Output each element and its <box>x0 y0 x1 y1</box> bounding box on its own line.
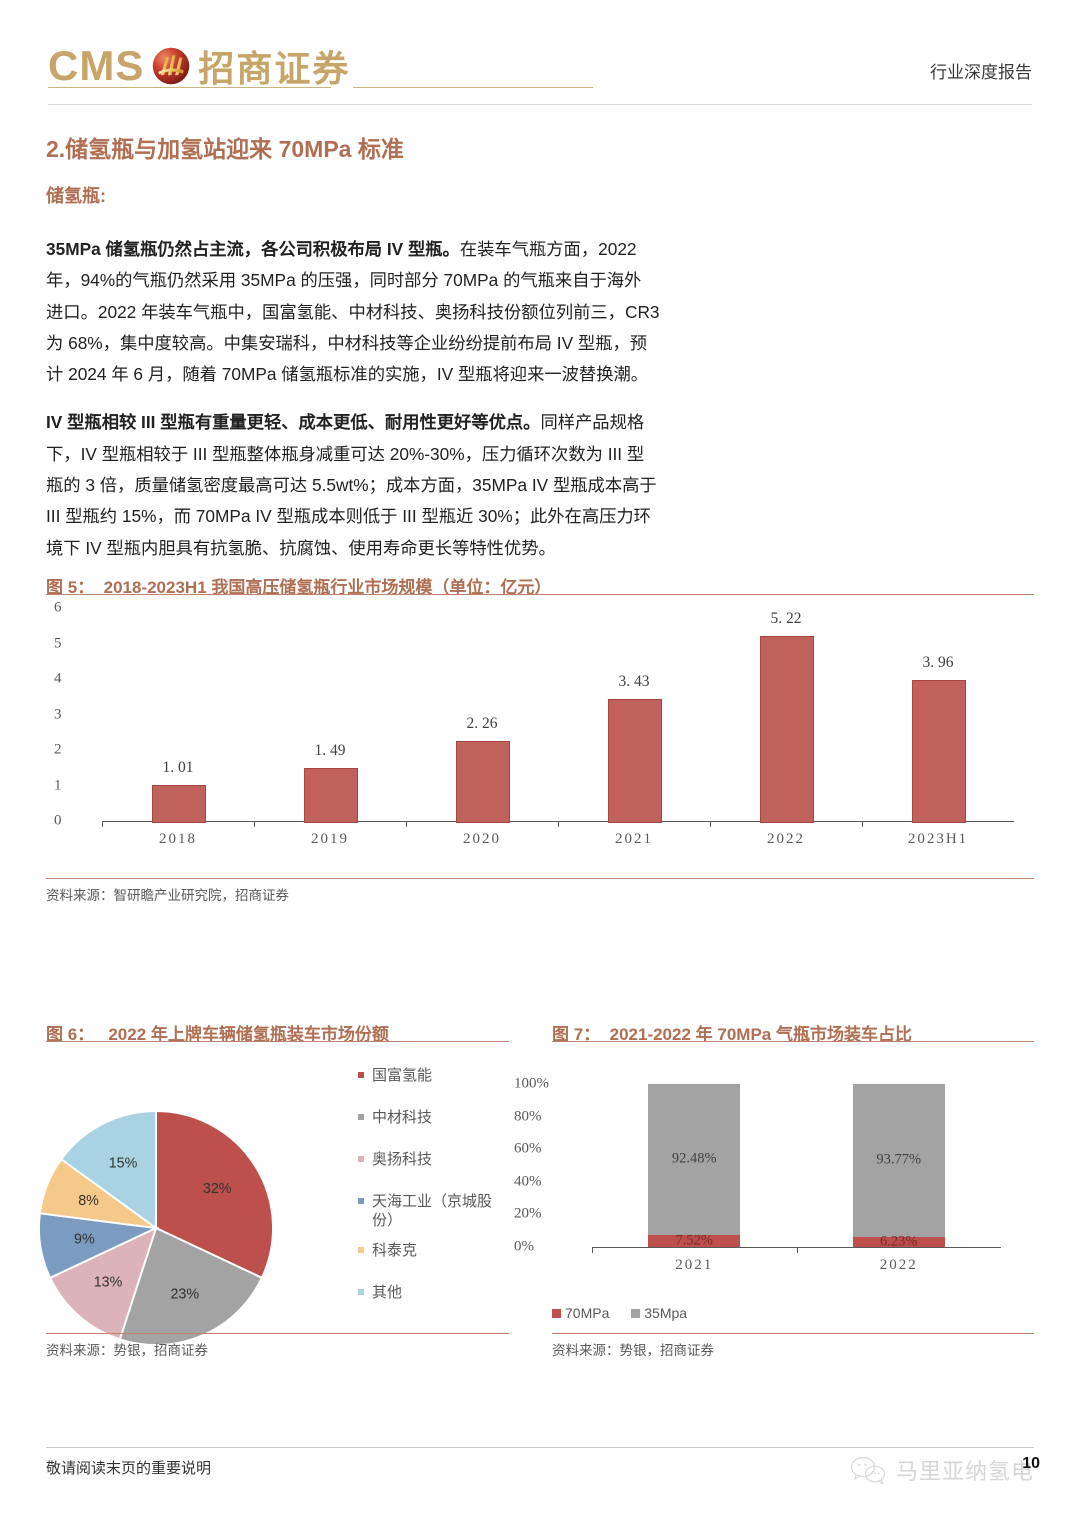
svg-text:32%: 32% <box>203 1181 232 1197</box>
svg-text:23%: 23% <box>170 1286 199 1302</box>
svg-text:8%: 8% <box>78 1193 99 1209</box>
svg-text:15%: 15% <box>109 1155 138 1171</box>
svg-text:13%: 13% <box>94 1274 123 1290</box>
svg-text:9%: 9% <box>74 1231 95 1247</box>
